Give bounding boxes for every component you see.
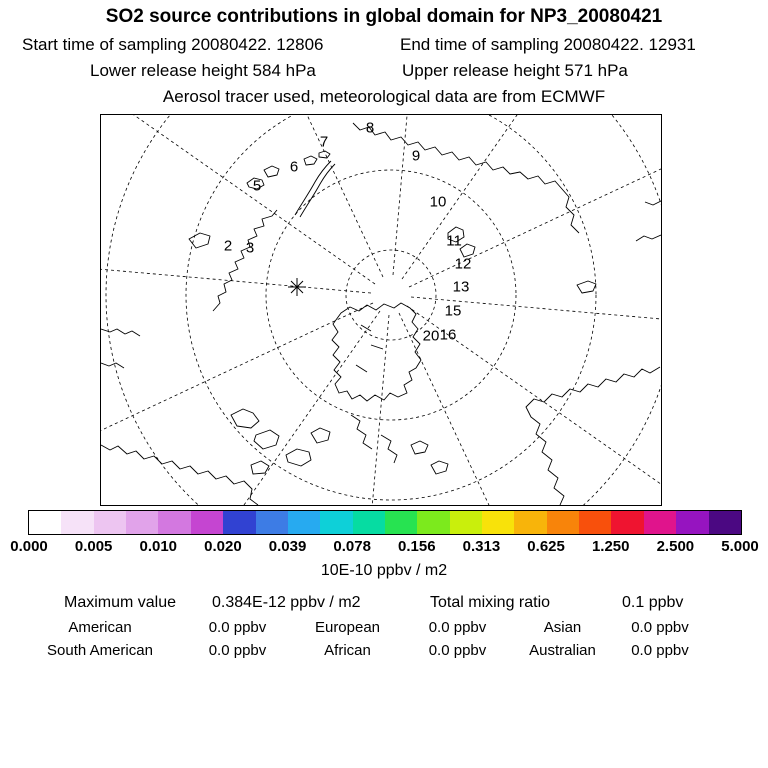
trajectory-day-label: 20 xyxy=(422,327,440,345)
colorbar-units-label: 10E-10 ppbv / m2 xyxy=(320,562,448,579)
region-name: American xyxy=(68,619,132,636)
lower-release-height-text: Lower release height 584 hPa xyxy=(90,61,316,80)
graticule-meridians xyxy=(101,115,661,505)
page-title: SO2 source contributions in global domai… xyxy=(105,6,663,27)
release-point-marker-icon xyxy=(288,278,306,296)
colorbar-cell xyxy=(676,511,709,534)
colorbar-tick-labels: 0.000 0.005 0.010 0.020 0.039 0.078 0.15… xyxy=(10,538,759,556)
trajectory-day-label: 7 xyxy=(319,133,329,151)
colorbar-cell xyxy=(546,511,580,534)
colorbar-tick: 0.005 xyxy=(74,538,113,555)
start-time-text: Start time of sampling 20080422. 12806 xyxy=(22,35,324,54)
region-value: 0.0 ppbv xyxy=(631,642,689,659)
colorbar-cell xyxy=(320,511,353,534)
colorbar-tick: 1.250 xyxy=(591,538,630,555)
region-value: 0.0 ppbv xyxy=(208,642,267,659)
colorbar-tick: 0.000 xyxy=(10,538,48,555)
region-name: Asian xyxy=(543,619,582,636)
colorbar-tick: 2.500 xyxy=(656,538,695,555)
trajectory-day-label: 5 xyxy=(252,177,262,195)
total-mixing-ratio-label: Total mixing ratio xyxy=(430,594,551,611)
trajectory-day-label: 16 xyxy=(439,326,457,344)
region-value: 0.0 ppbv xyxy=(428,619,487,636)
max-value-label: Maximum value xyxy=(64,594,177,611)
trajectory-day-label: 2 xyxy=(223,237,233,255)
colorbar-cell xyxy=(223,511,256,534)
region-value: 0.0 ppbv xyxy=(631,619,689,636)
colorbar-tick: 0.039 xyxy=(268,538,307,555)
colorbar-cell xyxy=(29,511,62,534)
end-time-text: End time of sampling 20080422. 12931 xyxy=(400,35,696,54)
region-name: Australian xyxy=(529,642,596,659)
coastlines xyxy=(101,122,661,505)
region-value: 0.0 ppbv xyxy=(208,619,267,636)
colorbar-cell xyxy=(417,511,450,534)
colorbar-cell xyxy=(61,511,94,534)
colorbar-tick: 5.000 xyxy=(721,538,759,555)
colorbar-cell xyxy=(255,511,288,534)
polar-map: 2 3 5 6 7 8 9 10 11 12 13 15 20 16 xyxy=(100,114,662,506)
colorbar-cell xyxy=(287,511,321,534)
colorbar-tick: 0.020 xyxy=(204,538,242,555)
colorbar-cell xyxy=(190,511,224,534)
colorbar-cell xyxy=(158,511,191,534)
colorbar-cell xyxy=(708,511,741,534)
total-mixing-ratio-value: 0.1 ppbv xyxy=(622,594,684,611)
tracer-note-text: Aerosol tracer used, meteorological data… xyxy=(162,87,606,106)
trajectory-day-label: 8 xyxy=(365,119,375,137)
trajectory-day-label: 9 xyxy=(411,147,421,165)
region-contributions-table: American 0.0 ppbv European 0.0 ppbv Asia… xyxy=(15,619,705,659)
region-name: European xyxy=(314,619,381,636)
map-graphics xyxy=(101,115,661,505)
upper-release-height-text: Upper release height 571 hPa xyxy=(402,61,628,80)
colorbar-tick: 0.313 xyxy=(462,538,501,555)
colorbar-tick: 0.078 xyxy=(333,538,371,555)
colorbar-cell xyxy=(611,511,644,534)
colorbar-cell xyxy=(482,511,515,534)
colorbar-cell xyxy=(126,511,159,534)
trajectory-day-label: 12 xyxy=(454,255,472,273)
colorbar-cell xyxy=(93,511,127,534)
trajectory-day-label: 15 xyxy=(444,302,462,320)
graticule-latitude-circles xyxy=(105,115,661,505)
colorbar xyxy=(28,510,742,535)
colorbar-tick: 0.010 xyxy=(139,538,178,555)
region-name: African xyxy=(324,642,371,659)
region-name: South American xyxy=(47,642,153,659)
colorbar-cell xyxy=(643,511,677,534)
trajectory-day-label: 13 xyxy=(452,278,470,296)
trajectory-day-label: 10 xyxy=(429,193,447,211)
region-value: 0.0 ppbv xyxy=(428,642,487,659)
colorbar-cell xyxy=(384,511,418,534)
trajectory-day-label: 6 xyxy=(289,158,299,176)
colorbar-tick: 0.156 xyxy=(398,538,436,555)
colorbar-tick: 0.625 xyxy=(527,538,565,555)
max-value-text: 0.384E-12 ppbv / m2 xyxy=(212,594,361,611)
colorbar-cell xyxy=(449,511,483,534)
colorbar-cell xyxy=(352,511,385,534)
colorbar-cell xyxy=(514,511,547,534)
trajectory-day-label: 11 xyxy=(446,232,462,250)
trajectory-day-label: 3 xyxy=(245,239,255,257)
colorbar-cell xyxy=(579,511,612,534)
